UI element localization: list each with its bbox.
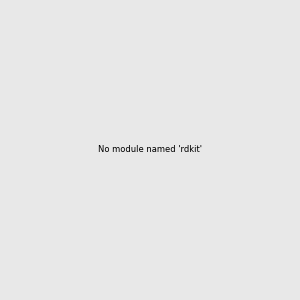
Text: No module named 'rdkit': No module named 'rdkit' <box>98 146 202 154</box>
